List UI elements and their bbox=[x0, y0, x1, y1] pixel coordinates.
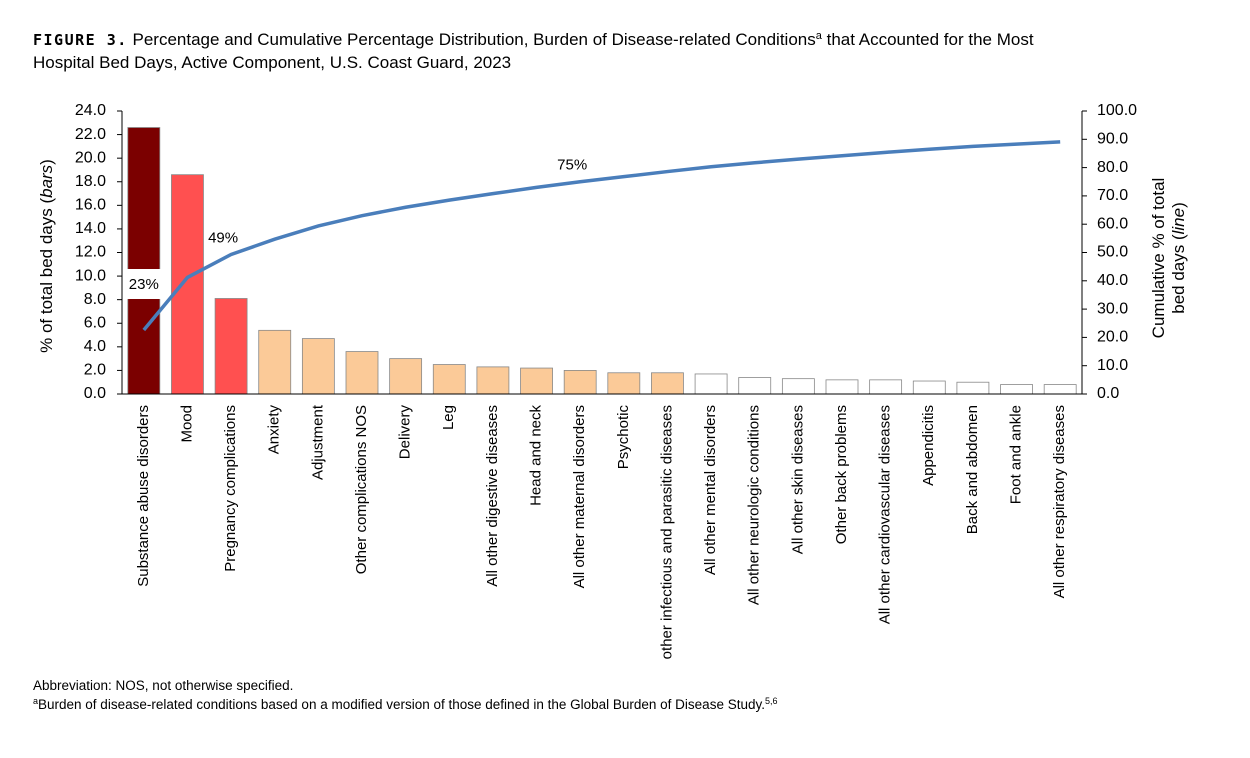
footnote: Abbreviation: NOS, not otherwise specifi… bbox=[33, 678, 293, 693]
x-tick-label: Other back problems bbox=[833, 405, 850, 544]
y2-tick-label: 100.0 bbox=[1097, 102, 1137, 119]
title: Percentage and Cumulative Percentage Dis… bbox=[133, 30, 816, 49]
title-line2: Hospital Bed Days, Active Component, U.S… bbox=[33, 53, 511, 72]
bar bbox=[389, 358, 423, 395]
y-tick-label: 16.0 bbox=[75, 197, 106, 214]
y-tick-label: 12.0 bbox=[75, 244, 106, 261]
bar bbox=[476, 366, 510, 395]
y2-tick-label: 90.0 bbox=[1097, 131, 1128, 148]
y-tick-label: 10.0 bbox=[75, 267, 106, 284]
y-tick-label: 4.0 bbox=[84, 338, 106, 355]
x-tick-label: Foot and ankle bbox=[1008, 405, 1025, 504]
bar bbox=[869, 379, 903, 395]
y2-axis-label: Cumulative % of totalbed days (line) bbox=[1149, 178, 1188, 339]
y-label-part: % of total bed days ( bbox=[37, 198, 56, 353]
y2-tick-label: 10.0 bbox=[1097, 357, 1128, 374]
y-tick-label: 20.0 bbox=[75, 149, 106, 166]
bar bbox=[1000, 384, 1033, 395]
y2-tick-label: 0.0 bbox=[1097, 385, 1119, 402]
x-tick-label: Other complications NOS bbox=[353, 405, 370, 574]
x-tick-label: Substance abuse disorders bbox=[135, 405, 152, 587]
note: Burden of disease-related conditions bas… bbox=[38, 697, 765, 712]
y-tick-label: 18.0 bbox=[75, 173, 106, 190]
x-tick-label: Delivery bbox=[397, 405, 414, 460]
title-end: that Accounted for the Most bbox=[827, 30, 1034, 49]
y-tick-label: 24.0 bbox=[75, 102, 106, 119]
y-label-part: ) bbox=[37, 159, 56, 165]
bar bbox=[432, 364, 466, 395]
y2-tick-label: 20.0 bbox=[1097, 329, 1128, 346]
y-tick-label: 14.0 bbox=[75, 220, 106, 237]
bar bbox=[781, 378, 815, 395]
y2-label-part: ) bbox=[1169, 202, 1188, 208]
value-label: 75% bbox=[557, 157, 587, 174]
bar bbox=[912, 380, 946, 395]
x-tick-label: All other digestive diseases bbox=[484, 405, 501, 587]
x-tick-label: All other neurologic conditions bbox=[746, 405, 763, 605]
bar bbox=[607, 372, 641, 395]
bar bbox=[956, 381, 990, 395]
bar bbox=[258, 329, 292, 395]
title-note-mark: a bbox=[816, 30, 823, 42]
bar bbox=[738, 377, 772, 395]
chart-title: FIGURE 3. Percentage and Cumulative Perc… bbox=[33, 24, 1034, 49]
cumulative-line bbox=[142, 140, 1061, 332]
x-tick-label: Pregnancy complications bbox=[222, 405, 239, 572]
x-labels: Substance abuse disorders Mood Pregnancy c… bbox=[135, 404, 1068, 680]
bar bbox=[214, 298, 248, 395]
note-mark: a bbox=[33, 696, 38, 706]
x-tick-label: Psychotic bbox=[615, 405, 632, 470]
bar bbox=[651, 372, 684, 395]
y2-label-part: line bbox=[1169, 208, 1188, 234]
value-label: 23% bbox=[129, 276, 159, 293]
x-tick-label: All other skin diseases bbox=[789, 405, 806, 554]
x-tick-label: All other cardiovascular diseases bbox=[877, 405, 894, 624]
x-tick-label: Anxiety bbox=[266, 405, 283, 455]
bar bbox=[1043, 384, 1077, 395]
bar bbox=[171, 174, 204, 395]
y-axis-label: % of total bed days (bars) bbox=[37, 159, 56, 353]
y-tick-label: 8.0 bbox=[84, 291, 106, 308]
label-background bbox=[126, 269, 161, 299]
x-tick-label: Head and neck bbox=[528, 405, 545, 506]
x-tick-label: Mood bbox=[178, 405, 195, 443]
note-refs: 5,6 bbox=[765, 696, 778, 706]
y2-tick-label: 50.0 bbox=[1097, 244, 1128, 261]
y2-tick-label: 60.0 bbox=[1097, 215, 1128, 232]
y-tick-label: 22.0 bbox=[75, 126, 106, 143]
footnote: aBurden of disease-related conditions ba… bbox=[33, 696, 778, 712]
bar bbox=[563, 370, 597, 395]
x-tick-label: All other maternal disorders bbox=[571, 405, 588, 588]
x-tick-label: Leg bbox=[440, 405, 457, 430]
x-tick-label: Appendicitis bbox=[920, 405, 937, 486]
x-tick-label: Back and abdomen bbox=[964, 405, 981, 534]
y2-tick-label: 40.0 bbox=[1097, 272, 1128, 289]
x-tick-label: All other mental disorders bbox=[702, 405, 719, 575]
y2-tick-label: 30.0 bbox=[1097, 300, 1128, 317]
y2-label-part: Cumulative % of total bbox=[1149, 178, 1168, 339]
y-label-part: bars bbox=[37, 164, 56, 198]
y2-tick-label: 80.0 bbox=[1097, 159, 1128, 176]
y2-tick-label: 70.0 bbox=[1097, 187, 1128, 204]
y-tick-label: 0.0 bbox=[84, 385, 106, 402]
x-tick-label: All other respiratory diseases bbox=[1051, 405, 1068, 598]
x-tick-label: Adjustment bbox=[309, 404, 326, 480]
bar bbox=[127, 127, 161, 395]
value-label: 49% bbox=[208, 229, 238, 246]
bar bbox=[345, 351, 379, 395]
bar bbox=[301, 338, 335, 395]
y2-label-part: bed days ( bbox=[1169, 234, 1188, 314]
bar bbox=[520, 367, 553, 395]
y-tick-label: 2.0 bbox=[84, 362, 106, 379]
bar bbox=[825, 379, 859, 395]
bar bbox=[694, 373, 728, 395]
y-tick-label: 6.0 bbox=[84, 314, 106, 331]
figure-label: FIGURE 3. bbox=[33, 31, 128, 49]
x-tick-label: All other infectious and parasitic disea… bbox=[658, 405, 675, 680]
